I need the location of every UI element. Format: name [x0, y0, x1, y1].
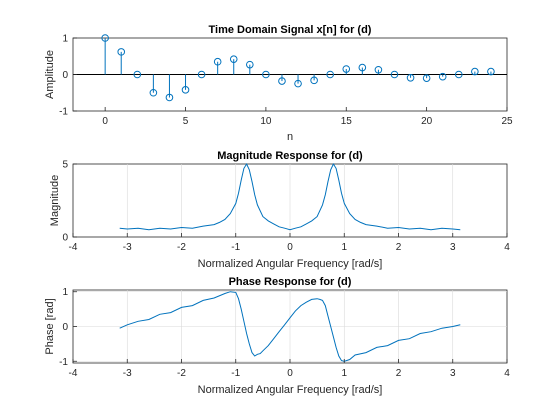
time-domain-xtick-label: 5 [183, 116, 189, 127]
magnitude-ylabel: Magnitude [49, 175, 61, 226]
magnitude-xtick-label: -3 [123, 242, 132, 253]
phase-xtick-label: -4 [69, 368, 78, 379]
time-domain-xtick-label: 0 [102, 116, 108, 127]
time-domain-title: Time Domain Signal x[n] for (d) [209, 24, 372, 36]
magnitude-ytick-label: 0 [62, 233, 68, 244]
time-domain-ytick-label: 0 [62, 70, 68, 81]
time-domain-ytick-label: 1 [62, 34, 68, 45]
time-domain-xtick-label: 10 [260, 116, 272, 127]
magnitude-xtick-label: 2 [396, 242, 402, 253]
magnitude-xtick-label: -1 [231, 242, 240, 253]
time-domain-ylabel: Amplitude [44, 50, 56, 99]
phase-ylabel: Phase [rad] [44, 298, 56, 354]
magnitude-xtick-label: 1 [341, 242, 347, 253]
phase-xtick-label: 2 [396, 368, 402, 379]
time-domain-xtick-label: 15 [341, 116, 353, 127]
magnitude-ytick-label: 5 [62, 160, 68, 171]
phase-xtick-label: -1 [231, 368, 240, 379]
phase-xtick-label: 0 [287, 368, 293, 379]
magnitude-title: Magnitude Response for (d) [217, 150, 363, 162]
phase-ytick-label: 0 [62, 322, 68, 333]
magnitude-xtick-label: 3 [450, 242, 456, 253]
magnitude-xtick-label: -2 [177, 242, 186, 253]
magnitude-xtick-label: -4 [69, 242, 78, 253]
phase-xtick-label: 1 [341, 368, 347, 379]
time-domain-xlabel: n [287, 131, 293, 143]
phase-xtick-label: 3 [450, 368, 456, 379]
phase-xtick-label: 4 [504, 368, 510, 379]
phase-xtick-label: -3 [123, 368, 132, 379]
time-domain-xtick-label: 20 [421, 116, 433, 127]
phase-xtick-label: -2 [177, 368, 186, 379]
phase-ytick-label: -1 [59, 357, 68, 368]
magnitude-xlabel: Normalized Angular Frequency [rad/s] [198, 258, 383, 270]
phase-title: Phase Response for (d) [229, 276, 352, 288]
magnitude-xtick-label: 0 [287, 242, 293, 253]
time-domain-ytick-label: -1 [59, 107, 68, 118]
phase-xlabel: Normalized Angular Frequency [rad/s] [198, 384, 383, 396]
phase-ytick-label: 1 [62, 287, 68, 298]
magnitude-xtick-label: 4 [504, 242, 510, 253]
time-domain-xtick-label: 25 [501, 116, 513, 127]
